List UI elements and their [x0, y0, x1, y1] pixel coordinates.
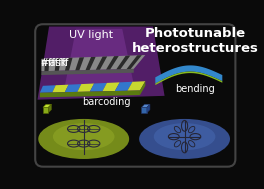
Text: #ffffff: #ffffff: [40, 58, 68, 68]
Text: barcoding: barcoding: [83, 97, 131, 107]
Polygon shape: [65, 58, 73, 71]
Polygon shape: [142, 104, 150, 107]
Polygon shape: [41, 55, 145, 71]
Polygon shape: [155, 72, 222, 85]
Polygon shape: [155, 65, 222, 84]
Polygon shape: [43, 104, 51, 107]
Polygon shape: [75, 57, 84, 70]
Polygon shape: [40, 85, 56, 93]
Polygon shape: [140, 81, 145, 95]
Polygon shape: [147, 104, 150, 113]
Text: Phototunable
heterostructures: Phototunable heterostructures: [132, 26, 259, 55]
Text: UV light: UV light: [69, 30, 114, 40]
Polygon shape: [44, 59, 49, 71]
FancyBboxPatch shape: [35, 24, 235, 167]
Polygon shape: [102, 82, 120, 91]
Polygon shape: [142, 107, 147, 113]
Ellipse shape: [139, 119, 230, 159]
Polygon shape: [65, 84, 81, 92]
Polygon shape: [41, 69, 134, 75]
Ellipse shape: [53, 123, 115, 150]
Polygon shape: [86, 57, 96, 70]
Polygon shape: [48, 104, 51, 113]
Polygon shape: [96, 57, 107, 70]
Polygon shape: [37, 26, 164, 100]
Polygon shape: [77, 84, 94, 92]
Polygon shape: [128, 81, 145, 91]
Polygon shape: [115, 82, 133, 91]
Polygon shape: [43, 107, 48, 113]
Text: bending: bending: [176, 84, 215, 94]
Polygon shape: [40, 91, 140, 97]
Polygon shape: [106, 56, 119, 70]
Polygon shape: [64, 29, 134, 88]
Polygon shape: [126, 55, 142, 69]
Text: mask: mask: [40, 58, 66, 68]
Polygon shape: [55, 58, 61, 71]
Polygon shape: [116, 56, 130, 69]
Ellipse shape: [154, 123, 215, 150]
Ellipse shape: [38, 119, 129, 159]
Polygon shape: [52, 85, 68, 92]
Polygon shape: [90, 83, 107, 92]
